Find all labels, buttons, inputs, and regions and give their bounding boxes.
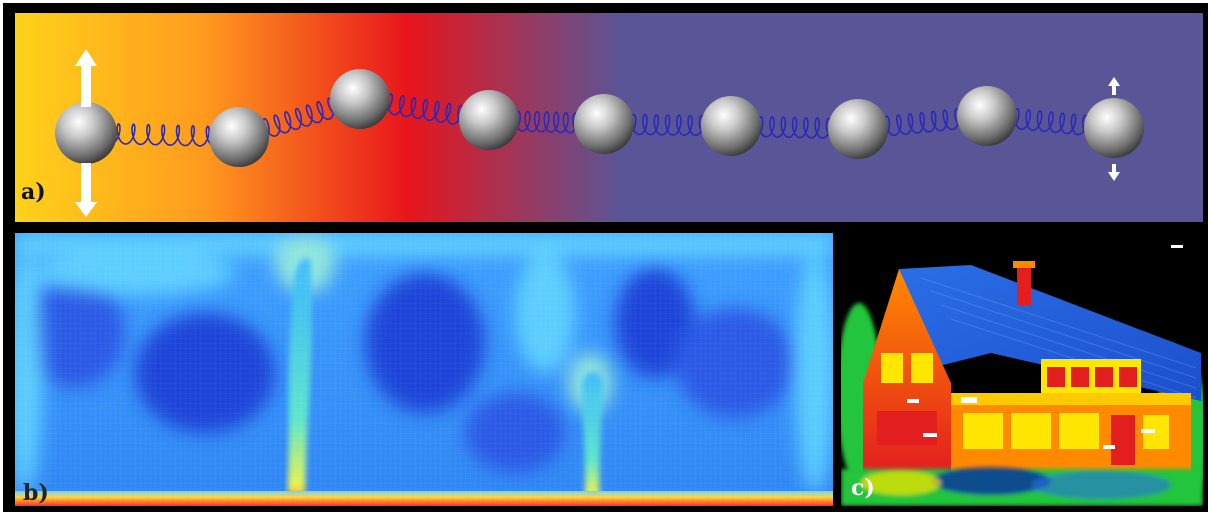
- measurement-markers: [907, 245, 1183, 449]
- convection-heatmap: [15, 233, 833, 506]
- ground-vegetation: [841, 467, 1203, 506]
- atom-sphere: [330, 69, 390, 129]
- figure: a): [3, 3, 1208, 512]
- thermal-house-image: [841, 233, 1203, 506]
- roof-tiles: [920, 277, 1197, 399]
- atom-sphere: [957, 86, 1017, 146]
- atom-sphere: [701, 96, 761, 156]
- panel-label-c: c): [851, 475, 875, 501]
- spring: [1009, 107, 1090, 137]
- atom-sphere: [574, 94, 634, 154]
- springs: [110, 92, 1090, 148]
- spring: [512, 110, 580, 134]
- panel-label-a: a): [21, 179, 46, 205]
- spring: [627, 113, 708, 137]
- chimney: [1017, 265, 1031, 305]
- atom-sphere: [55, 102, 117, 164]
- spring: [754, 115, 834, 140]
- spring: [882, 108, 965, 138]
- window: [881, 353, 903, 383]
- spring: [110, 122, 215, 148]
- atom-chain-diagram: [15, 13, 1203, 222]
- window: [877, 411, 937, 445]
- spring: [382, 92, 465, 127]
- panel-c-thermal-house: c): [841, 233, 1203, 506]
- left-vibration-arrow-icon: [75, 49, 97, 217]
- atom-sphere: [1084, 98, 1144, 158]
- panel-b-convection-field: b): [15, 233, 833, 506]
- atom-sphere: [209, 107, 269, 167]
- panel-label-b: b): [23, 480, 49, 506]
- right-vibration-arrow-icon: [1108, 77, 1120, 181]
- atom-sphere: [459, 90, 519, 150]
- panel-a-atom-chain: a): [15, 13, 1203, 222]
- atoms: [55, 69, 1144, 167]
- window: [911, 353, 933, 383]
- front-windows: [963, 413, 1169, 465]
- spring: [262, 97, 341, 140]
- atom-sphere: [828, 99, 888, 159]
